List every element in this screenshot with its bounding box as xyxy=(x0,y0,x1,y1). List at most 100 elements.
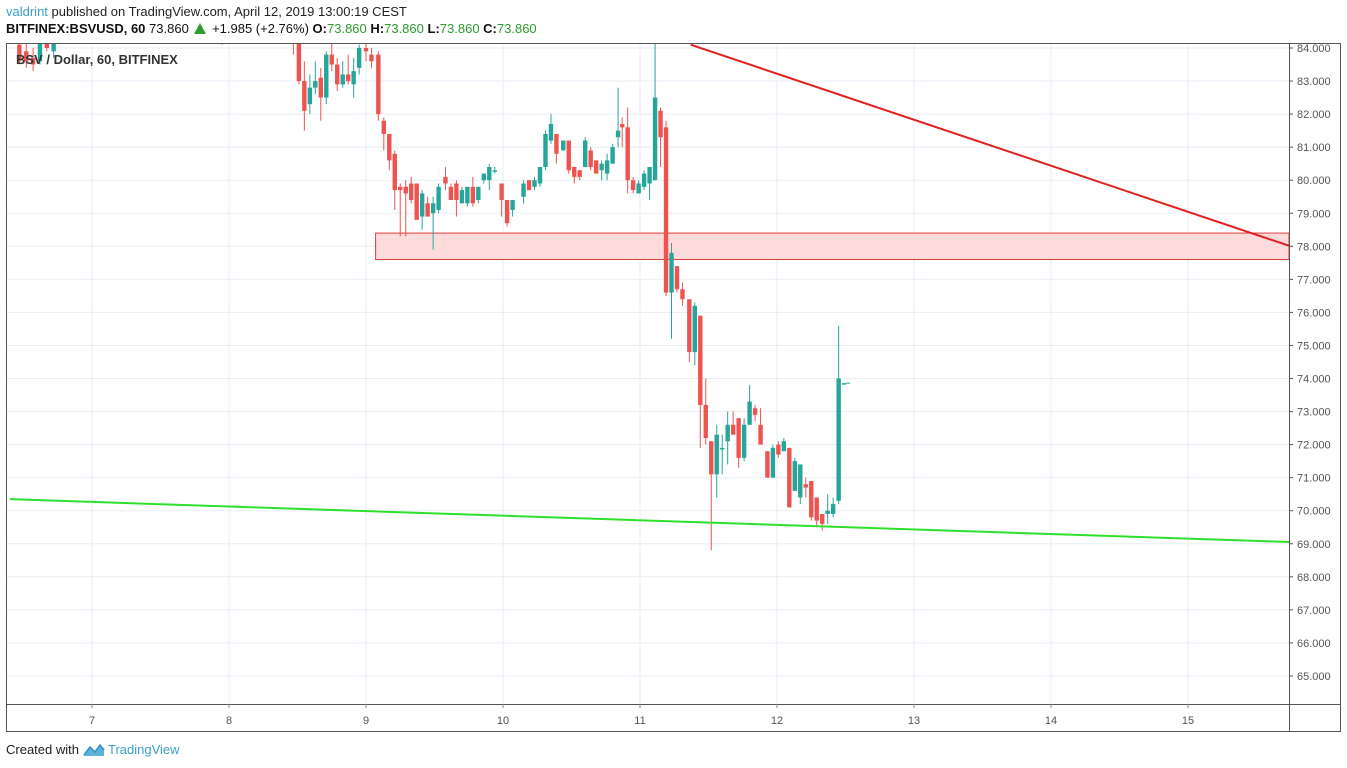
price-tick-label: 80.000 xyxy=(1297,175,1331,187)
candle xyxy=(37,44,43,65)
candle xyxy=(703,378,708,445)
time-tick-label: 15 xyxy=(1182,715,1194,727)
price-tick-label: 68.000 xyxy=(1297,572,1331,584)
tradingview-link[interactable]: TradingView xyxy=(107,742,180,757)
price-change: +1.985 (+2.76%) xyxy=(212,21,309,36)
time-tick-label: 11 xyxy=(634,715,645,727)
candle xyxy=(392,150,397,210)
ohlc-high-value: 73.860 xyxy=(384,21,424,36)
time-tick-label: 7 xyxy=(89,715,95,727)
candle xyxy=(752,404,758,422)
candle xyxy=(537,166,543,187)
price-tick-label: 74.000 xyxy=(1297,374,1331,386)
ohlc-high-label: H: xyxy=(370,21,385,36)
candle xyxy=(302,61,307,131)
candle xyxy=(561,140,566,151)
candle xyxy=(351,57,356,98)
candle xyxy=(398,183,403,237)
candle xyxy=(436,183,441,214)
candle xyxy=(680,282,685,306)
plot-area xyxy=(9,44,1291,551)
candle xyxy=(44,44,49,52)
symbol-bar: BITFINEX:BSVUSD, 60 73.860 +1.985 (+2.76… xyxy=(6,21,537,36)
price-tick-label: 66.000 xyxy=(1297,638,1331,650)
candle xyxy=(741,418,747,462)
candle xyxy=(335,57,340,91)
candle xyxy=(814,497,819,528)
support-zone[interactable] xyxy=(375,232,1289,261)
candle xyxy=(369,48,374,68)
candle xyxy=(548,114,554,144)
candle xyxy=(419,190,425,230)
candle xyxy=(836,325,841,505)
time-axis[interactable]: 7 8 9 10 11 12 13 14 15 xyxy=(89,704,1194,727)
candle xyxy=(24,44,29,68)
candle xyxy=(787,447,792,508)
candle xyxy=(588,147,593,171)
candle xyxy=(356,44,362,75)
candle xyxy=(430,196,436,250)
candle xyxy=(345,54,351,85)
candle xyxy=(409,176,414,204)
grid xyxy=(7,44,1289,704)
ohlc-close-value: 73.860 xyxy=(496,21,537,36)
price-tick-label: 75.000 xyxy=(1297,340,1331,352)
candle xyxy=(17,44,22,65)
candle xyxy=(454,180,459,217)
candle xyxy=(443,166,448,191)
candle xyxy=(669,242,674,339)
price-tick-label: 71.000 xyxy=(1297,473,1331,485)
resistance-trendline[interactable] xyxy=(690,44,1291,247)
candle xyxy=(554,133,559,164)
chart-frame xyxy=(6,43,1341,732)
price-axis[interactable]: 84.000 83.000 82.000 81.000 80.000 79.000 78.0… xyxy=(1289,43,1331,683)
candle xyxy=(615,87,621,148)
ohlc-open-label: O: xyxy=(312,21,327,36)
candle xyxy=(583,137,588,167)
author-link[interactable]: valdrint xyxy=(6,4,48,19)
price-tick-label: 73.000 xyxy=(1297,407,1331,419)
candle xyxy=(387,133,392,171)
candle xyxy=(381,117,387,151)
tradingview-logo-icon xyxy=(83,743,105,756)
ohlc-low-value: 73.860 xyxy=(439,21,480,36)
candle xyxy=(593,160,599,174)
ohlc-open-value: 73.860 xyxy=(327,21,367,36)
candle xyxy=(641,170,647,191)
footer: Created with TradingView xyxy=(6,742,180,757)
candle xyxy=(663,120,669,296)
candle xyxy=(647,166,652,201)
candle xyxy=(318,67,323,121)
candle xyxy=(292,44,294,55)
candle xyxy=(610,143,615,164)
time-tick-label: 14 xyxy=(1045,715,1057,727)
candle xyxy=(692,302,697,366)
candle xyxy=(296,44,302,85)
candle xyxy=(619,117,625,148)
time-tick-label: 13 xyxy=(908,715,920,727)
candle xyxy=(30,48,36,72)
candle xyxy=(658,107,663,167)
price-tick-label: 77.000 xyxy=(1297,274,1331,286)
candle xyxy=(841,383,847,385)
candle xyxy=(526,180,532,191)
candle xyxy=(459,186,465,204)
price-tick-label: 78.000 xyxy=(1297,241,1331,253)
candle xyxy=(604,153,610,181)
support-trendline[interactable] xyxy=(9,498,1291,544)
candle xyxy=(825,494,830,524)
candle xyxy=(448,183,454,201)
candle xyxy=(830,497,836,518)
candle xyxy=(687,299,692,362)
candle xyxy=(770,444,776,478)
candle xyxy=(476,186,481,204)
candle xyxy=(625,107,630,194)
publish-text: published on TradingView.com, April 12, … xyxy=(47,4,407,19)
price-tick-label: 84.000 xyxy=(1297,43,1331,55)
candle xyxy=(747,385,752,425)
candle xyxy=(798,464,803,505)
candle xyxy=(403,180,408,237)
candle xyxy=(313,61,318,95)
candle xyxy=(324,51,329,105)
